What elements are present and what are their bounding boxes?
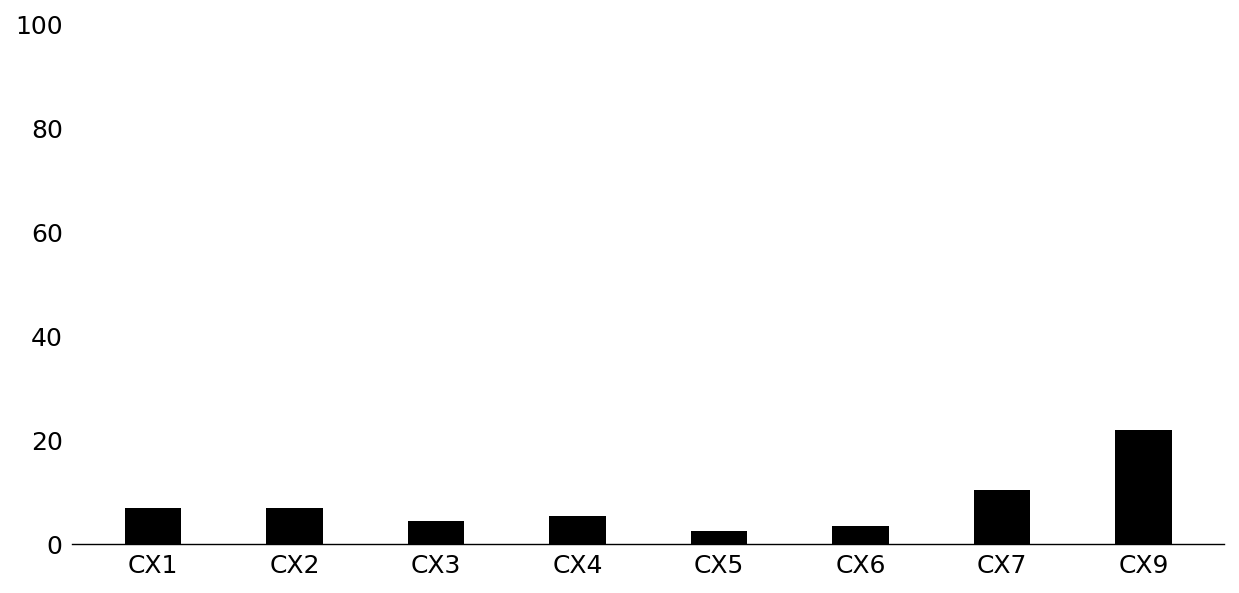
Bar bbox=[690, 531, 747, 544]
Bar bbox=[125, 508, 181, 544]
Bar bbox=[974, 490, 1030, 544]
Bar bbox=[266, 508, 323, 544]
Bar bbox=[408, 521, 465, 544]
Bar bbox=[549, 516, 606, 544]
Bar bbox=[833, 526, 888, 544]
Bar bbox=[1115, 430, 1172, 544]
